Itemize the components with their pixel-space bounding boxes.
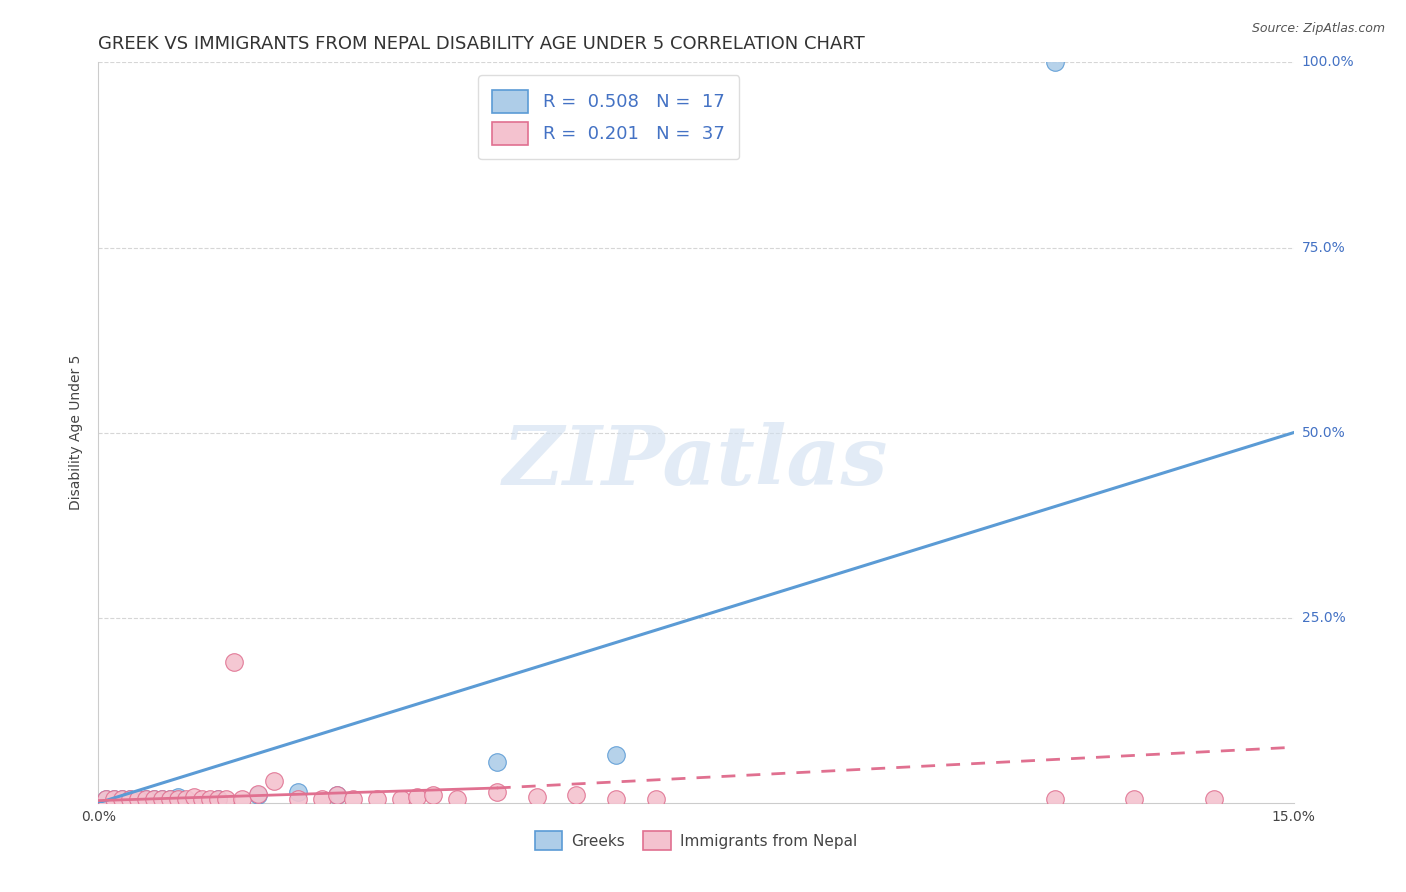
Point [135,792,157,806]
Point [326,789,349,803]
Point [135,792,157,806]
Point [159,792,181,806]
Point [96,792,118,806]
Point [1202,792,1225,806]
Point [287,785,309,799]
Point [311,792,333,806]
Point [1043,792,1066,806]
Point [111,792,134,806]
Point [246,789,269,803]
Point [103,792,125,806]
Point [605,747,627,762]
Point [127,792,149,806]
Point [143,792,166,806]
Text: 75.0%: 75.0% [1302,241,1346,254]
Point [127,792,149,806]
Point [389,792,412,806]
Point [565,789,588,803]
Point [287,792,309,806]
Point [174,792,197,806]
Point [198,792,221,806]
Point [207,792,229,806]
Text: ZIPatlas: ZIPatlas [503,422,889,502]
Point [422,789,444,803]
Point [183,789,205,804]
Point [406,789,429,804]
Point [150,792,173,806]
Point [215,792,238,806]
Point [342,792,364,806]
Point [645,792,668,806]
Point [111,792,134,806]
Point [485,785,508,799]
Point [96,792,118,806]
Point [263,773,285,788]
Point [143,792,166,806]
Point [1123,792,1146,806]
Point [222,655,245,669]
Point [326,789,349,803]
Y-axis label: Disability Age Under 5: Disability Age Under 5 [69,355,83,510]
Point [605,792,627,806]
Point [485,755,508,769]
Point [526,789,548,804]
Point [120,792,142,806]
Point [207,792,229,806]
Point [246,787,269,801]
Point [150,792,173,806]
Point [120,792,142,806]
Text: 25.0%: 25.0% [1302,611,1346,624]
Point [191,792,214,806]
Text: 100.0%: 100.0% [1302,55,1354,70]
Text: 50.0%: 50.0% [1302,425,1346,440]
Text: GREEK VS IMMIGRANTS FROM NEPAL DISABILITY AGE UNDER 5 CORRELATION CHART: GREEK VS IMMIGRANTS FROM NEPAL DISABILIT… [98,35,865,53]
Point [446,792,468,806]
Point [231,792,253,806]
Point [1043,55,1066,70]
Point [103,792,125,806]
Legend: Greeks, Immigrants from Nepal: Greeks, Immigrants from Nepal [527,823,865,858]
Text: Source: ZipAtlas.com: Source: ZipAtlas.com [1251,22,1385,36]
Point [167,792,190,806]
Point [366,792,388,806]
Point [159,792,181,806]
Point [167,789,190,804]
